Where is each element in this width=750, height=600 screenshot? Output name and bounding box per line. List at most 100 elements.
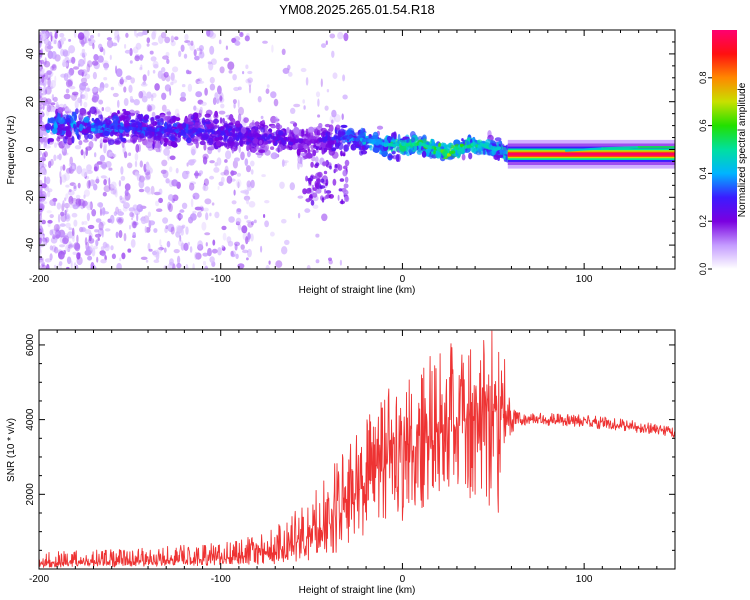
noise-blob xyxy=(211,202,215,206)
x-tick-label: 100 xyxy=(576,574,593,585)
noise-blob xyxy=(39,203,45,210)
colorbar-tick-label: 0.8 xyxy=(698,72,708,85)
noise-blob xyxy=(332,72,338,79)
noise-blob xyxy=(147,242,151,251)
signal-blob xyxy=(193,117,197,121)
signal-blob xyxy=(270,152,278,160)
noise-blob xyxy=(142,74,147,82)
signal-blob xyxy=(160,118,163,123)
noise-blob xyxy=(68,38,72,42)
signal-blob xyxy=(90,127,96,132)
noise-blob xyxy=(146,91,152,99)
signal-blob xyxy=(91,117,95,122)
noise-blob xyxy=(170,226,175,235)
noise-blob xyxy=(222,232,227,241)
noise-blob xyxy=(312,204,319,209)
noise-blob xyxy=(220,103,225,109)
signal-blob xyxy=(194,112,202,119)
noise-blob xyxy=(49,245,53,251)
signal-blob xyxy=(320,178,325,183)
noise-blob xyxy=(63,202,70,209)
noise-blob xyxy=(103,77,108,81)
colorbar-label: Normalized spectral amplitude xyxy=(737,82,748,217)
noise-blob xyxy=(279,181,285,189)
noise-blob xyxy=(163,147,171,156)
noise-blob xyxy=(133,99,140,106)
noise-blob xyxy=(232,74,237,81)
noise-blob xyxy=(43,151,48,158)
signal-blob xyxy=(438,153,442,158)
noise-blob xyxy=(134,171,140,177)
noise-blob xyxy=(53,246,59,254)
noise-blob xyxy=(120,175,126,181)
noise-blob xyxy=(51,63,57,71)
noise-blob xyxy=(173,249,180,254)
noise-blob xyxy=(71,56,76,64)
noise-blob xyxy=(243,189,249,195)
noise-blob xyxy=(49,31,53,36)
signal-blob xyxy=(130,119,135,123)
noise-blob xyxy=(191,148,196,156)
signal-blob xyxy=(163,142,168,147)
ridge-blob xyxy=(451,150,456,154)
noise-blob xyxy=(83,91,89,101)
noise-blob xyxy=(237,181,240,189)
noise-blob xyxy=(128,84,133,93)
noise-blob xyxy=(103,48,106,56)
signal-blob xyxy=(316,178,321,184)
noise-blob xyxy=(41,30,46,34)
noise-blob xyxy=(40,238,46,248)
signal-blob xyxy=(243,117,249,123)
noise-blob xyxy=(199,49,205,59)
signal-blob xyxy=(406,138,410,144)
noise-blob xyxy=(171,179,179,187)
signal-blob xyxy=(114,137,122,144)
noise-blob xyxy=(185,264,189,269)
noise-blob xyxy=(138,179,145,189)
noise-blob xyxy=(183,242,189,251)
noise-blob xyxy=(171,79,178,84)
noise-blob xyxy=(59,223,66,227)
signal-blob xyxy=(53,123,58,129)
snr-plot-area xyxy=(39,330,675,568)
noise-blob xyxy=(117,211,124,216)
signal-blob xyxy=(95,132,101,139)
noise-blob xyxy=(65,184,70,188)
noise-blob xyxy=(41,75,45,84)
noise-blob xyxy=(240,244,245,250)
noise-blob xyxy=(179,214,183,219)
signal-blob xyxy=(422,138,427,144)
noise-blob xyxy=(209,175,215,180)
noise-blob xyxy=(129,60,133,64)
noise-blob xyxy=(224,165,229,174)
signal-blob xyxy=(449,142,452,148)
noise-blob xyxy=(275,260,283,268)
noise-blob xyxy=(197,240,204,250)
signal-blob xyxy=(65,125,69,132)
noise-blob xyxy=(218,39,222,45)
signal-blob xyxy=(87,133,94,140)
noise-blob xyxy=(202,156,208,165)
signal-blob xyxy=(140,133,144,138)
signal-blob xyxy=(358,146,361,151)
signal-blob xyxy=(125,133,130,137)
noise-blob xyxy=(239,31,244,38)
noise-blob xyxy=(68,162,72,167)
noise-blob xyxy=(101,161,107,170)
signal-blob xyxy=(143,115,149,121)
signal-blob xyxy=(264,125,268,134)
signal-blob xyxy=(293,126,300,135)
signal-blob xyxy=(275,123,281,129)
noise-blob xyxy=(250,233,254,242)
noise-blob xyxy=(242,71,245,75)
noise-blob xyxy=(237,99,240,108)
noise-blob xyxy=(183,171,190,179)
signal-blob xyxy=(344,159,350,167)
noise-blob xyxy=(59,244,65,248)
noise-blob xyxy=(41,264,47,269)
signal-blob xyxy=(258,140,263,145)
noise-blob xyxy=(69,156,73,165)
noise-blob xyxy=(39,236,43,245)
noise-blob xyxy=(187,83,193,92)
